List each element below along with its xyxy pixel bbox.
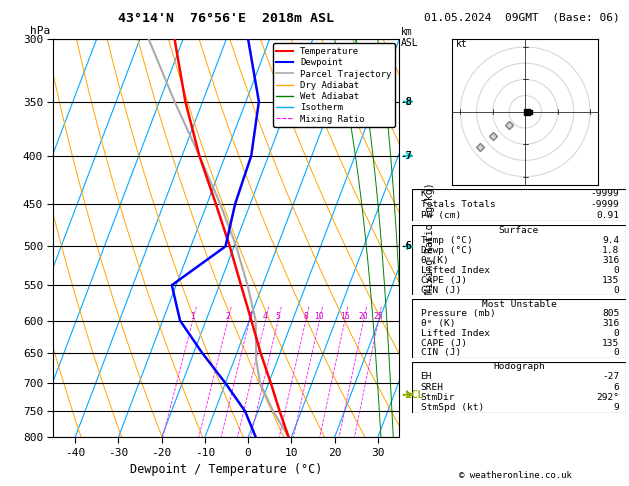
Text: -9999: -9999 bbox=[591, 200, 620, 209]
Text: 1: 1 bbox=[191, 312, 195, 320]
Text: 1.8: 1.8 bbox=[602, 246, 620, 255]
Text: Lifted Index: Lifted Index bbox=[421, 266, 489, 275]
Text: km
ASL: km ASL bbox=[401, 27, 418, 48]
Text: 316: 316 bbox=[602, 319, 620, 328]
Text: θᵉ (K): θᵉ (K) bbox=[421, 319, 455, 328]
Text: -6: -6 bbox=[401, 242, 413, 251]
Text: PW (cm): PW (cm) bbox=[421, 211, 461, 220]
Text: 15: 15 bbox=[340, 312, 350, 320]
Text: 2: 2 bbox=[225, 312, 230, 320]
Text: kt: kt bbox=[455, 39, 467, 49]
Text: 10: 10 bbox=[314, 312, 324, 320]
Text: 0: 0 bbox=[614, 266, 620, 275]
Text: 4: 4 bbox=[263, 312, 268, 320]
Text: Mixing Ratio (g/kg): Mixing Ratio (g/kg) bbox=[425, 182, 435, 294]
Text: 3: 3 bbox=[247, 312, 252, 320]
Text: θᵉ(K): θᵉ(K) bbox=[421, 256, 449, 265]
Text: 9: 9 bbox=[614, 403, 620, 412]
Text: 805: 805 bbox=[602, 310, 620, 318]
Text: Surface: Surface bbox=[499, 226, 539, 235]
Text: 6: 6 bbox=[614, 382, 620, 392]
Text: CAPE (J): CAPE (J) bbox=[421, 339, 467, 347]
Text: SREH: SREH bbox=[421, 382, 443, 392]
Text: Temp (°C): Temp (°C) bbox=[421, 236, 472, 244]
Text: Pressure (mb): Pressure (mb) bbox=[421, 310, 495, 318]
Text: 43°14'N  76°56'E  2018m ASL: 43°14'N 76°56'E 2018m ASL bbox=[118, 12, 335, 25]
Text: Most Unstable: Most Unstable bbox=[482, 300, 556, 309]
Text: 135: 135 bbox=[602, 339, 620, 347]
Text: 0.91: 0.91 bbox=[596, 211, 620, 220]
Text: Hodograph: Hodograph bbox=[493, 362, 545, 371]
Text: 0: 0 bbox=[614, 286, 620, 295]
Text: 0: 0 bbox=[614, 348, 620, 357]
Text: Totals Totals: Totals Totals bbox=[421, 200, 495, 209]
Text: -LCL: -LCL bbox=[400, 390, 423, 399]
Text: -9999: -9999 bbox=[591, 190, 620, 198]
Text: CAPE (J): CAPE (J) bbox=[421, 276, 467, 285]
Text: StmSpd (kt): StmSpd (kt) bbox=[421, 403, 484, 412]
Text: 135: 135 bbox=[602, 276, 620, 285]
Text: CIN (J): CIN (J) bbox=[421, 286, 461, 295]
Text: 0: 0 bbox=[614, 329, 620, 338]
Text: StmDir: StmDir bbox=[421, 393, 455, 402]
Text: hPa: hPa bbox=[30, 26, 50, 36]
Text: 9.4: 9.4 bbox=[602, 236, 620, 244]
Text: EH: EH bbox=[421, 372, 432, 382]
Text: 5: 5 bbox=[276, 312, 281, 320]
Text: 01.05.2024  09GMT  (Base: 06): 01.05.2024 09GMT (Base: 06) bbox=[424, 12, 620, 22]
Text: 20: 20 bbox=[359, 312, 369, 320]
Text: 292°: 292° bbox=[596, 393, 620, 402]
Text: Dewp (°C): Dewp (°C) bbox=[421, 246, 472, 255]
Text: Lifted Index: Lifted Index bbox=[421, 329, 489, 338]
Text: -8: -8 bbox=[400, 97, 412, 106]
Text: 316: 316 bbox=[602, 256, 620, 265]
Text: -8: -8 bbox=[401, 97, 413, 106]
Text: CIN (J): CIN (J) bbox=[421, 348, 461, 357]
Text: © weatheronline.co.uk: © weatheronline.co.uk bbox=[459, 471, 572, 480]
Text: -7: -7 bbox=[400, 151, 412, 161]
Text: 25: 25 bbox=[374, 312, 383, 320]
Text: 8: 8 bbox=[303, 312, 308, 320]
X-axis label: Dewpoint / Temperature (°C): Dewpoint / Temperature (°C) bbox=[130, 463, 323, 476]
Legend: Temperature, Dewpoint, Parcel Trajectory, Dry Adiabat, Wet Adiabat, Isotherm, Mi: Temperature, Dewpoint, Parcel Trajectory… bbox=[273, 43, 395, 127]
Text: -LCL: -LCL bbox=[401, 390, 424, 399]
Text: K: K bbox=[421, 190, 426, 198]
Text: -7: -7 bbox=[401, 151, 413, 161]
Text: -27: -27 bbox=[602, 372, 620, 382]
Text: -6: -6 bbox=[400, 242, 412, 251]
